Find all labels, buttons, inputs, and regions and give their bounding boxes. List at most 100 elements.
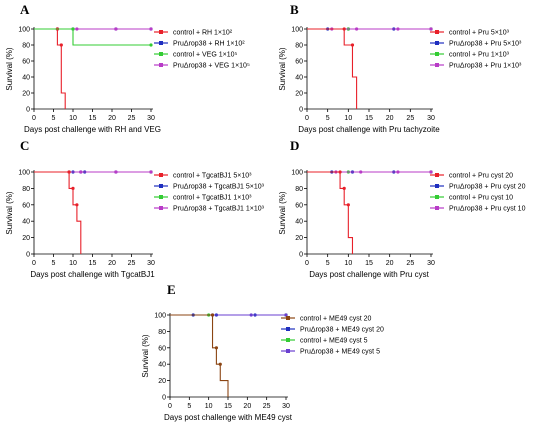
legend-label: control + ME49 cyst 20: [300, 316, 372, 323]
legend-swatch-marker: [159, 41, 163, 45]
legend-label: control + Pru cyst 10: [449, 195, 513, 202]
x-tick-label: 0: [168, 403, 172, 410]
x-tick-label: 20: [243, 403, 251, 410]
y-tick-label: 60: [295, 202, 303, 209]
data-point: [114, 170, 118, 174]
y-tick-label: 0: [162, 395, 166, 402]
y-tick-label: 20: [158, 378, 166, 385]
x-axis-label: Days post challenge with Pru cyst: [309, 270, 429, 279]
y-tick-label: 60: [158, 345, 166, 352]
x-tick-label: 25: [406, 115, 414, 122]
y-axis-label: Survival (%): [141, 334, 150, 377]
panel-label: B: [290, 2, 299, 17]
legend-label: control + Pru cyst 20: [449, 173, 513, 180]
x-axis-label: Days post challenge with RH and VEG: [24, 125, 161, 134]
x-tick-label: 10: [344, 115, 352, 122]
legend-swatch-marker: [159, 206, 163, 210]
data-point: [114, 27, 118, 31]
x-tick-label: 0: [32, 260, 36, 267]
y-tick-label: 0: [299, 252, 303, 259]
y-tick-label: 40: [295, 75, 303, 82]
data-point: [355, 27, 359, 31]
legend-label: PruΔrop38 + Pru 1×10³: [449, 63, 522, 70]
series-1: [307, 170, 354, 254]
series-1: [307, 27, 358, 109]
y-tick-label: 80: [295, 186, 303, 193]
data-point: [342, 186, 346, 190]
legend: control + Pru cyst 20 PruΔrop38 + Pru cys…: [430, 173, 526, 213]
y-tick-label: 20: [22, 91, 30, 98]
x-tick-label: 30: [147, 260, 155, 267]
x-tick-label: 15: [89, 115, 97, 122]
y-tick-label: 80: [295, 43, 303, 50]
x-tick-label: 15: [224, 403, 232, 410]
legend-swatch-marker: [286, 316, 290, 320]
data-point: [429, 27, 433, 31]
legend-label: control + ME49 cyst 5: [300, 338, 368, 345]
panel-label: D: [290, 138, 299, 153]
x-tick-label: 30: [427, 115, 435, 122]
x-tick-label: 0: [305, 115, 309, 122]
x-tick-label: 30: [427, 260, 435, 267]
x-tick-label: 5: [326, 260, 330, 267]
y-tick-label: 100: [291, 27, 303, 34]
data-point: [342, 27, 346, 31]
x-tick-label: 15: [365, 115, 373, 122]
y-tick-label: 100: [154, 313, 166, 320]
data-point: [210, 313, 215, 317]
x-tick-label: 0: [305, 260, 309, 267]
panel-label: A: [20, 2, 30, 17]
legend-swatch-marker: [435, 173, 439, 177]
panel-b: B 0 20 40 60 80 100 0 5 10 15 20 25 30 Days post chall…: [278, 2, 522, 134]
legend: control + RH 1×10² PruΔrop38 + RH 1×10² co…: [154, 30, 250, 70]
legend-swatch-marker: [286, 327, 290, 331]
survival-step-line: [170, 314, 229, 397]
legend-swatch-marker: [159, 63, 163, 67]
y-tick-label: 20: [295, 235, 303, 242]
legend-swatch-marker: [159, 30, 163, 34]
legend-label: control + TgcatBJ1 1×10³: [173, 195, 252, 202]
legend-label: PruΔrop38 + TgcatBJ1 1×10³: [173, 206, 265, 213]
legend-label: PruΔrop38 + ME49 cyst 20: [300, 327, 384, 334]
y-tick-label: 100: [18, 27, 30, 34]
data-point: [359, 170, 363, 174]
panel-d: D 0 20 40 60 80 100 0 5 10 15 20 25 30 Days post chall…: [278, 138, 526, 279]
legend-label: control + Pru 1×10³: [449, 52, 510, 59]
legend-label: control + VEG 1×10⁵: [173, 52, 237, 59]
data-point: [338, 170, 342, 174]
x-tick-label: 5: [52, 260, 56, 267]
y-tick-label: 60: [295, 59, 303, 66]
legend: control + Pru 5×10³ PruΔrop38 + Pru 5×10³…: [430, 30, 522, 70]
series-1: [34, 170, 82, 254]
y-tick-label: 40: [295, 219, 303, 226]
x-tick-label: 5: [187, 403, 191, 410]
data-point: [396, 170, 400, 174]
survival-step-line: [307, 28, 358, 109]
data-point: [59, 43, 63, 47]
panel-label: C: [20, 138, 29, 153]
legend-label: control + TgcatBJ1 5×10³: [173, 173, 252, 180]
panel-c: C 0 20 40 60 80 100 0 5 10 15 20 25 30 Days post chall…: [5, 138, 265, 279]
legend-swatch-marker: [435, 63, 439, 67]
legend-label: control + RH 1×10²: [173, 30, 233, 37]
x-tick-label: 25: [263, 403, 271, 410]
x-tick-label: 10: [69, 260, 77, 267]
y-tick-label: 60: [22, 59, 30, 66]
y-tick-label: 20: [295, 91, 303, 98]
y-tick-label: 40: [22, 75, 30, 82]
legend-swatch-marker: [435, 184, 439, 188]
panel-e: E 0 20 40 60 80 100 0 5 10 15 20 25 30 Days post chall…: [141, 282, 384, 422]
x-tick-label: 25: [128, 115, 136, 122]
y-tick-label: 80: [22, 186, 30, 193]
x-tick-label: 30: [282, 403, 290, 410]
x-axis-label: Days post challenge with ME49 cyst: [164, 413, 293, 422]
data-point: [149, 43, 153, 47]
y-tick-label: 100: [18, 170, 30, 177]
x-tick-label: 10: [205, 403, 213, 410]
x-tick-label: 30: [147, 115, 155, 122]
survival-step-line: [34, 28, 151, 46]
y-axis-label: Survival (%): [5, 191, 14, 234]
y-tick-label: 60: [22, 202, 30, 209]
x-tick-label: 10: [69, 115, 77, 122]
legend-label: PruΔrop38 + Pru cyst 10: [449, 206, 526, 213]
